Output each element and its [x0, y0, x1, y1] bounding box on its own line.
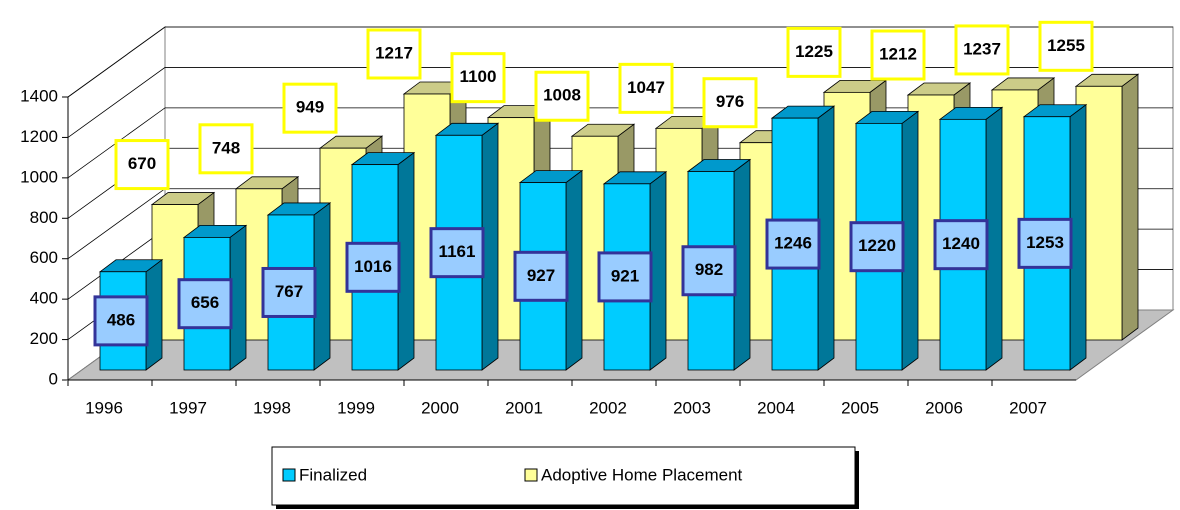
data-label: 1100	[460, 67, 497, 86]
data-label-box	[93, 295, 149, 347]
y-tick-label: 400	[30, 289, 58, 308]
data-label-box	[702, 77, 758, 129]
data-label: 921	[611, 266, 639, 285]
data-label: 656	[191, 293, 219, 312]
data-label-box	[177, 278, 233, 330]
x-tick-label: 2004	[757, 398, 795, 417]
data-label-box	[198, 123, 254, 175]
data-label: 1255	[1047, 36, 1085, 55]
x-tick-label: 1998	[253, 398, 291, 417]
data-label: 1237	[963, 39, 1001, 58]
x-tick-label: 2005	[841, 398, 879, 417]
data-label-box	[429, 227, 485, 279]
x-tick-label: 2001	[505, 398, 543, 417]
data-label: 748	[212, 138, 240, 157]
data-label-box	[513, 250, 569, 302]
data-label-box	[345, 241, 401, 293]
data-label-box	[681, 245, 737, 297]
x-tick-label: 2002	[589, 398, 627, 417]
data-label: 1220	[858, 236, 896, 255]
x-tick-label: 2000	[421, 398, 459, 417]
data-label-box	[597, 251, 653, 303]
data-label-box	[261, 266, 317, 318]
x-tick-label: 2007	[1009, 398, 1047, 417]
data-label: 1161	[439, 242, 476, 261]
x-tick-label: 1996	[85, 398, 123, 417]
legend-label: Finalized	[299, 465, 367, 484]
y-tick-label: 1400	[20, 86, 58, 105]
data-label-box	[765, 218, 821, 270]
y-tick-label: 1200	[20, 127, 58, 146]
data-label: 1016	[354, 257, 392, 276]
x-tick-label: 2006	[925, 398, 963, 417]
data-label: 1212	[879, 44, 917, 63]
data-label-box	[870, 29, 926, 81]
legend-swatch	[282, 468, 296, 482]
data-label: 670	[128, 154, 156, 173]
data-label: 1217	[375, 43, 413, 62]
legend-label: Adoptive Home Placement	[541, 465, 743, 484]
data-label: 486	[107, 310, 135, 329]
data-label: 1240	[942, 234, 980, 253]
data-label-box	[1017, 217, 1073, 269]
data-label-box	[933, 219, 989, 271]
y-tick-label: 200	[30, 329, 58, 348]
x-tick-label: 1999	[337, 398, 375, 417]
data-label: 1047	[627, 78, 665, 97]
data-label: 976	[716, 92, 744, 111]
data-label-box	[954, 24, 1010, 76]
x-tick-label: 2003	[673, 398, 711, 417]
data-label-box	[1038, 20, 1094, 72]
data-label-box	[618, 62, 674, 114]
y-tick-label: 800	[30, 208, 58, 227]
data-label-box	[114, 139, 170, 191]
data-label: 927	[527, 266, 555, 285]
data-label-box	[534, 70, 590, 122]
data-label-box	[366, 28, 422, 80]
legend-swatch	[524, 468, 538, 482]
legend: Finalized Adoptive Home Placement	[271, 446, 859, 509]
data-label: 1246	[774, 234, 812, 253]
x-tick-label: 1997	[169, 398, 207, 417]
data-label-box	[450, 52, 506, 104]
y-tick-label: 1000	[20, 167, 58, 186]
data-label: 1008	[543, 86, 581, 105]
data-label-box	[282, 82, 338, 134]
y-tick-label: 600	[30, 248, 58, 267]
bar-side	[1121, 73, 1139, 341]
y-tick-label: 0	[49, 369, 58, 388]
data-label: 1225	[795, 42, 833, 61]
data-label: 949	[296, 98, 324, 117]
labels: 670 748 949 1217 1100 1008 1047 976 1225 1212 1237…	[93, 20, 1094, 347]
data-label-box	[849, 221, 905, 273]
data-label-box	[786, 26, 842, 78]
data-label: 1253	[1026, 233, 1064, 252]
data-label: 982	[695, 260, 723, 279]
legend-box	[271, 446, 856, 506]
data-label: 767	[275, 282, 303, 301]
